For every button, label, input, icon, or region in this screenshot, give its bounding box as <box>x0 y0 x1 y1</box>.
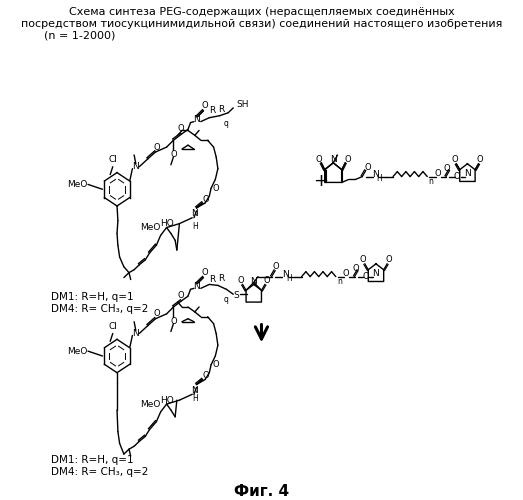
Text: R: R <box>209 275 215 284</box>
Text: N: N <box>330 156 337 164</box>
Text: O: O <box>263 276 270 285</box>
Text: O: O <box>385 256 392 264</box>
Text: O: O <box>170 317 177 326</box>
Text: O: O <box>365 163 372 172</box>
Text: O: O <box>444 164 450 173</box>
Text: n: n <box>428 177 433 186</box>
Text: O: O <box>345 156 351 164</box>
Text: H: H <box>192 394 198 402</box>
Text: O: O <box>454 172 460 181</box>
Text: O: O <box>202 102 208 110</box>
Text: MeO: MeO <box>140 223 161 232</box>
Text: q: q <box>223 118 228 128</box>
Text: N: N <box>282 270 289 279</box>
Text: O: O <box>202 194 209 203</box>
Text: N: N <box>132 329 139 338</box>
Text: +: + <box>313 172 328 190</box>
Text: O: O <box>153 142 160 152</box>
Text: R: R <box>209 106 215 116</box>
Text: O: O <box>213 184 220 193</box>
Text: O: O <box>272 262 279 272</box>
Text: O: O <box>213 360 220 370</box>
Text: Фиг. 4: Фиг. 4 <box>234 484 289 498</box>
Text: DM1: R=H, q=1: DM1: R=H, q=1 <box>51 455 134 465</box>
Text: MeO: MeO <box>140 400 161 408</box>
Text: N: N <box>193 282 200 291</box>
Text: S: S <box>234 290 240 300</box>
Text: O: O <box>360 256 367 264</box>
Text: O: O <box>237 276 244 285</box>
Text: H: H <box>377 174 382 183</box>
Text: N: N <box>132 162 139 171</box>
Text: Схема синтеза PEG-содержащих (нерасщепляемых соединённых: Схема синтеза PEG-содержащих (нерасщепля… <box>69 7 454 17</box>
Text: O: O <box>343 269 349 278</box>
Text: q: q <box>223 295 228 304</box>
Text: MeO: MeO <box>67 180 88 189</box>
Text: O: O <box>362 272 369 281</box>
Text: DM4: R= CH₃, q=2: DM4: R= CH₃, q=2 <box>51 304 149 314</box>
Text: N: N <box>251 277 257 286</box>
Text: MeO: MeO <box>67 346 88 356</box>
Text: n: n <box>337 277 342 286</box>
Text: O: O <box>315 156 322 164</box>
Text: N: N <box>191 386 198 395</box>
Text: N: N <box>191 210 198 218</box>
Text: (n = 1-2000): (n = 1-2000) <box>43 30 115 40</box>
Text: посредством тиосукцинимидильной связи) соединений настоящего изобретения: посредством тиосукцинимидильной связи) с… <box>21 18 502 28</box>
Text: R: R <box>218 274 224 283</box>
Text: O: O <box>434 169 441 178</box>
Text: HO: HO <box>160 219 174 228</box>
Text: O: O <box>352 264 359 273</box>
Text: HO: HO <box>160 396 174 404</box>
Text: R: R <box>218 106 224 114</box>
Text: O: O <box>202 268 208 277</box>
Text: SH: SH <box>237 100 249 110</box>
Text: N: N <box>372 269 379 278</box>
Text: H: H <box>286 274 292 283</box>
Text: Cl: Cl <box>108 322 117 331</box>
Text: O: O <box>202 371 209 380</box>
Text: DM1: R=H, q=1: DM1: R=H, q=1 <box>51 292 134 302</box>
Text: Cl: Cl <box>108 156 117 164</box>
Text: O: O <box>153 310 160 318</box>
Text: N: N <box>193 115 200 124</box>
Text: O: O <box>477 156 484 164</box>
Text: O: O <box>451 156 458 164</box>
Text: O: O <box>178 124 185 133</box>
Text: N: N <box>464 169 471 178</box>
Text: H: H <box>192 222 198 230</box>
Text: DM4: R= CH₃, q=2: DM4: R= CH₃, q=2 <box>51 467 149 477</box>
Text: N: N <box>372 170 379 179</box>
Text: O: O <box>178 290 185 300</box>
Text: O: O <box>170 150 177 160</box>
